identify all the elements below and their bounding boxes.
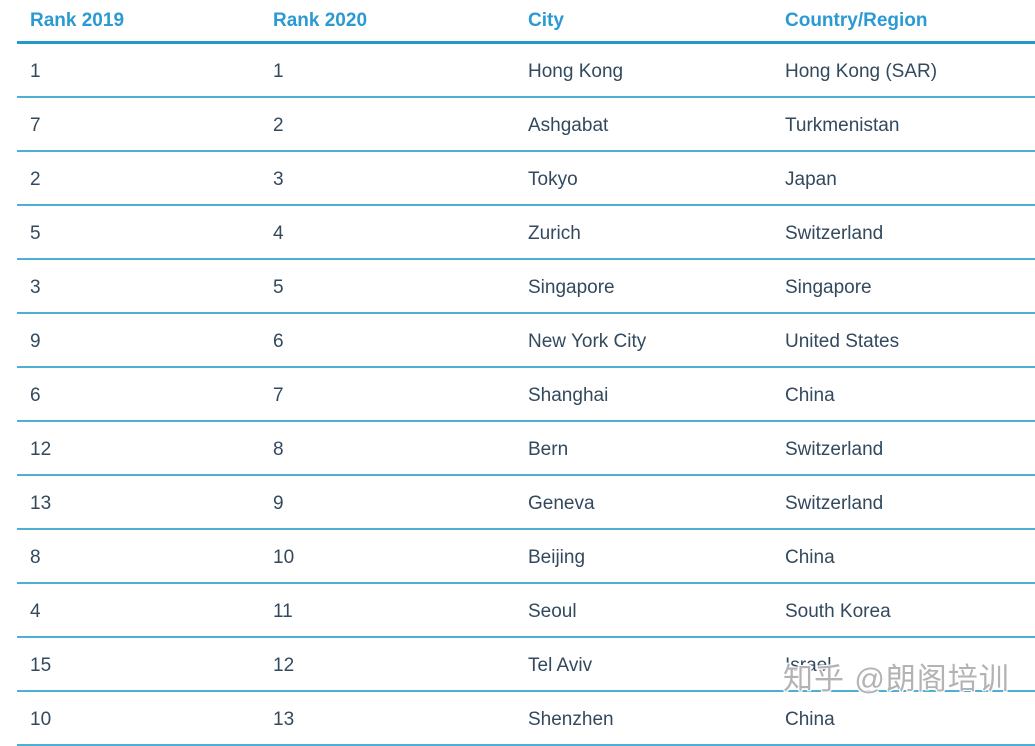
table-cell: Tokyo bbox=[515, 151, 772, 206]
table-cell: United States bbox=[772, 313, 1035, 368]
table-cell: 1 bbox=[17, 42, 260, 98]
table-cell: 3 bbox=[17, 259, 260, 314]
table-row: 12 8 Bern Switzerland bbox=[17, 421, 1035, 476]
table-cell: Beijing bbox=[515, 529, 772, 584]
table-cell: 8 bbox=[260, 421, 515, 476]
table-cell: 13 bbox=[260, 691, 515, 746]
table-cell: Zurich bbox=[515, 205, 772, 260]
table-cell: Hong Kong bbox=[515, 42, 772, 98]
table-cell: 10 bbox=[260, 529, 515, 584]
table-cell: Hong Kong (SAR) bbox=[772, 42, 1035, 98]
city-ranking-table: Rank 2019 Rank 2020 City Country/Region … bbox=[17, 0, 1035, 746]
table-cell: China bbox=[772, 691, 1035, 746]
table-cell: Ashgabat bbox=[515, 97, 772, 152]
header-row: Rank 2019 Rank 2020 City Country/Region bbox=[17, 0, 1035, 44]
table-row: 5 4 Zurich Switzerland bbox=[17, 205, 1035, 260]
table-cell: Switzerland bbox=[772, 475, 1035, 530]
table-cell: Bern bbox=[515, 421, 772, 476]
table-cell: 5 bbox=[260, 259, 515, 314]
table-row: 3 5 Singapore Singapore bbox=[17, 259, 1035, 314]
table-row: 9 6 New York City United States bbox=[17, 313, 1035, 368]
table-cell: Seoul bbox=[515, 583, 772, 638]
table-cell: Turkmenistan bbox=[772, 97, 1035, 152]
table-cell: 1 bbox=[260, 42, 515, 98]
ranking-table-container: Rank 2019 Rank 2020 City Country/Region … bbox=[17, 0, 1035, 746]
table-cell: China bbox=[772, 529, 1035, 584]
table-body: 1 1 Hong Kong Hong Kong (SAR) 7 2 Ashgabat Turk… bbox=[17, 42, 1035, 746]
table-row: 15 12 Tel Aviv Israel bbox=[17, 637, 1035, 692]
table-row: 2 3 Tokyo Japan bbox=[17, 151, 1035, 206]
table-cell: 4 bbox=[260, 205, 515, 260]
col-header-rank-2019: Rank 2019 bbox=[17, 0, 260, 44]
table-cell: 12 bbox=[17, 421, 260, 476]
table-cell: Switzerland bbox=[772, 421, 1035, 476]
table-row: 10 13 Shenzhen China bbox=[17, 691, 1035, 746]
table-cell: 7 bbox=[17, 97, 260, 152]
table-cell: 5 bbox=[17, 205, 260, 260]
col-header-city: City bbox=[515, 0, 772, 44]
table-cell: 2 bbox=[17, 151, 260, 206]
table-cell: New York City bbox=[515, 313, 772, 368]
table-cell: 7 bbox=[260, 367, 515, 422]
table-cell: 10 bbox=[17, 691, 260, 746]
table-cell: 9 bbox=[260, 475, 515, 530]
table-cell: China bbox=[772, 367, 1035, 422]
table-row: 13 9 Geneva Switzerland bbox=[17, 475, 1035, 530]
table-row: 8 10 Beijing China bbox=[17, 529, 1035, 584]
table-row: 4 11 Seoul South Korea bbox=[17, 583, 1035, 638]
table-cell: Singapore bbox=[772, 259, 1035, 314]
col-header-rank-2020: Rank 2020 bbox=[260, 0, 515, 44]
table-cell: Switzerland bbox=[772, 205, 1035, 260]
table-cell: Shanghai bbox=[515, 367, 772, 422]
table-cell: Geneva bbox=[515, 475, 772, 530]
table-cell: 8 bbox=[17, 529, 260, 584]
table-row: 7 2 Ashgabat Turkmenistan bbox=[17, 97, 1035, 152]
table-cell: 11 bbox=[260, 583, 515, 638]
table-cell: Tel Aviv bbox=[515, 637, 772, 692]
table-cell: 15 bbox=[17, 637, 260, 692]
table-cell: 13 bbox=[17, 475, 260, 530]
table-cell: Japan bbox=[772, 151, 1035, 206]
table-cell: 2 bbox=[260, 97, 515, 152]
table-cell: 6 bbox=[17, 367, 260, 422]
table-cell: South Korea bbox=[772, 583, 1035, 638]
table-cell: 12 bbox=[260, 637, 515, 692]
table-row: 6 7 Shanghai China bbox=[17, 367, 1035, 422]
table-cell: 6 bbox=[260, 313, 515, 368]
table-cell: 9 bbox=[17, 313, 260, 368]
table-cell: Shenzhen bbox=[515, 691, 772, 746]
table-cell: Israel bbox=[772, 637, 1035, 692]
col-header-country-region: Country/Region bbox=[772, 0, 1035, 44]
table-cell: 3 bbox=[260, 151, 515, 206]
table-row: 1 1 Hong Kong Hong Kong (SAR) bbox=[17, 42, 1035, 98]
table-cell: 4 bbox=[17, 583, 260, 638]
table-cell: Singapore bbox=[515, 259, 772, 314]
